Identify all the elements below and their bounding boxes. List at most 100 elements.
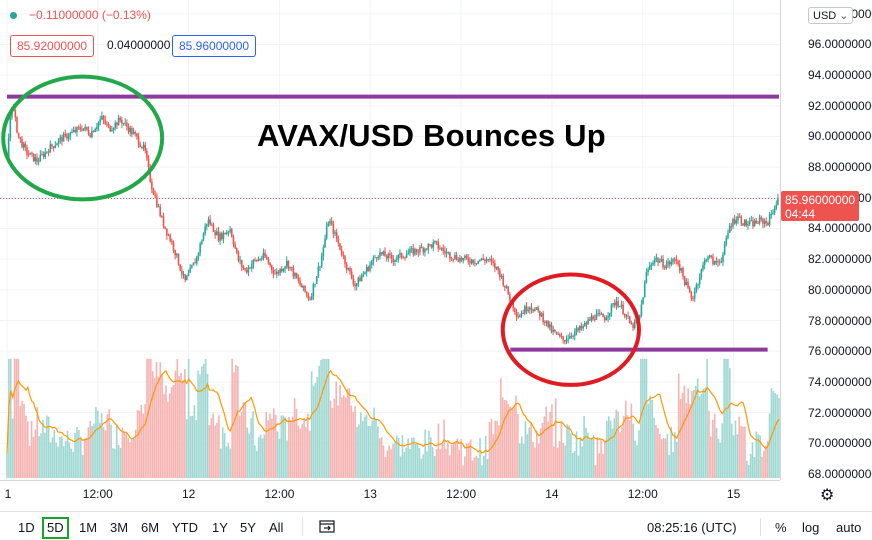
candle-body	[342, 254, 345, 256]
candle-body	[352, 278, 355, 285]
range-5y[interactable]: 5Y	[240, 520, 256, 535]
candle-body	[325, 226, 328, 239]
candle-body	[245, 270, 248, 273]
candle-body	[450, 258, 453, 259]
candle-body	[177, 253, 180, 265]
candle-body	[106, 123, 108, 125]
candle-body	[355, 283, 358, 287]
candle-body	[280, 268, 283, 272]
candle-body	[222, 232, 225, 240]
candle-body	[703, 260, 706, 265]
log-toggle[interactable]: log	[802, 520, 820, 535]
candle-body	[394, 259, 396, 262]
candle-body	[357, 277, 360, 284]
range-5d[interactable]: 5D	[42, 517, 69, 539]
percent-toggle[interactable]: %	[775, 520, 787, 535]
candle-body	[101, 115, 103, 120]
currency-select[interactable]: USD ⌄	[808, 7, 854, 24]
candle-body	[257, 259, 260, 261]
candle-body	[525, 306, 528, 312]
candle-body	[52, 146, 55, 148]
candle-body	[154, 194, 156, 197]
candle-body	[414, 248, 416, 255]
candle-body	[753, 220, 756, 227]
candle-body	[552, 329, 554, 332]
candle-body	[146, 150, 148, 159]
legend-change: −0.11000000 (−0.13%)	[10, 8, 151, 22]
candle-body	[557, 334, 559, 335]
candle-body	[555, 331, 558, 335]
candle-body	[250, 264, 253, 269]
candle-body	[335, 232, 338, 240]
candle-body	[174, 249, 176, 256]
candle-body	[499, 270, 501, 278]
candle-body	[162, 216, 165, 227]
candle-body	[37, 161, 40, 163]
candle-body	[482, 258, 485, 260]
candle-body	[399, 252, 401, 255]
candle-body	[765, 221, 768, 223]
ask-price-box[interactable]: 85.96000000	[172, 35, 257, 57]
candle-body	[407, 252, 410, 255]
candle-body	[359, 277, 361, 282]
candle-body	[698, 277, 701, 285]
candle-body	[29, 152, 32, 155]
range-1d[interactable]: 1D	[18, 520, 35, 535]
gear-icon[interactable]: ⚙	[820, 487, 835, 504]
candle-body	[455, 255, 458, 260]
candle-body	[687, 281, 689, 288]
candle-body	[710, 255, 713, 257]
candle-body	[161, 216, 163, 217]
last-price-label: 85.96000000 04:44	[781, 191, 859, 221]
range-ytd[interactable]: YTD	[172, 520, 198, 535]
candle-body	[633, 320, 636, 329]
candle-body	[382, 251, 385, 255]
candle-body	[642, 297, 644, 305]
candle-body	[537, 307, 539, 311]
bid-price-box[interactable]: 85.92000000	[10, 35, 95, 57]
candle-body	[419, 246, 421, 253]
candle-body	[770, 213, 773, 215]
candle-body	[670, 261, 673, 265]
date-range-icon[interactable]	[318, 518, 336, 537]
candle-body	[141, 146, 143, 149]
candle-body	[509, 294, 511, 301]
range-1m[interactable]: 1M	[79, 520, 98, 535]
candle-body	[232, 236, 235, 245]
candle-body	[512, 300, 514, 309]
candle-body	[194, 262, 196, 264]
candle-body	[767, 222, 769, 226]
candle-body	[279, 268, 281, 274]
candle-body	[600, 314, 603, 315]
candle-body	[397, 254, 400, 259]
candle-body	[610, 304, 613, 313]
candle-body	[580, 326, 583, 329]
candle-body	[67, 136, 70, 139]
price-axis[interactable]: 98.0000000096.0000000094.0000000092.0000…	[780, 0, 872, 480]
utc-clock[interactable]: 08:25:16 (UTC)	[647, 520, 737, 535]
auto-toggle[interactable]: auto	[836, 520, 862, 535]
candle-body	[142, 144, 145, 149]
candle-body	[500, 275, 503, 278]
candle-body	[172, 242, 175, 250]
candle-body	[86, 126, 88, 131]
chart-plot-area[interactable]	[0, 0, 780, 480]
candle-body	[598, 313, 601, 315]
candle-body	[564, 340, 566, 342]
candle-body	[489, 259, 491, 260]
candle-body	[487, 259, 490, 261]
time-tick-label: 13	[363, 487, 377, 501]
candle-body	[585, 322, 588, 325]
candle-body	[405, 254, 408, 258]
range-1y[interactable]: 1Y	[212, 520, 228, 535]
range-all[interactable]: All	[269, 520, 284, 535]
price-tick-label: 96.00000000	[808, 37, 872, 52]
candle-body	[292, 268, 295, 277]
range-3m[interactable]: 3M	[110, 520, 129, 535]
candle-body	[417, 251, 420, 253]
candle-body	[630, 322, 633, 325]
candle-body	[285, 260, 288, 267]
candle-body	[645, 272, 648, 283]
candle-body	[462, 258, 465, 261]
range-6m[interactable]: 6M	[141, 520, 160, 535]
